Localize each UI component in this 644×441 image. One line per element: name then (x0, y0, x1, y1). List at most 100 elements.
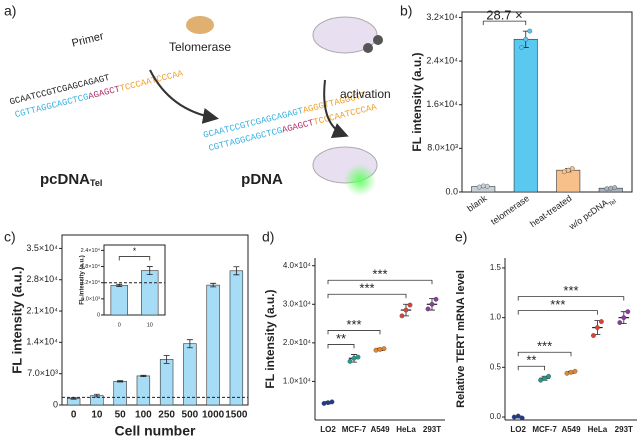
x-tick-label: LO2 (320, 425, 336, 434)
data-point (403, 307, 409, 313)
data-point (511, 414, 517, 420)
x-tick-label: MCF-7 (342, 425, 367, 434)
data-point (347, 358, 353, 364)
x-tick-label: 293T (423, 425, 441, 434)
data-point (515, 413, 521, 419)
panel-label: e) (455, 229, 467, 245)
significance-bracket (327, 330, 381, 335)
y-tick-label: 1.2×10⁴ (81, 279, 101, 286)
category: telomerase (489, 193, 531, 227)
significance-bracket (327, 279, 433, 285)
data-point (377, 347, 383, 352)
y-axis-label: FL intensity (a.u.) (410, 52, 424, 151)
data-point (591, 333, 596, 338)
panel-label: a) (4, 3, 16, 19)
subscript: Tel (90, 178, 102, 188)
x-tick-label: A549 (561, 425, 581, 434)
data-point (612, 185, 618, 191)
y-tick-label: 6.0×10³ (81, 296, 100, 302)
enzyme-label: Telomerase (169, 40, 231, 54)
significance-bracket (118, 256, 151, 261)
data-point (568, 369, 574, 375)
data-point (433, 296, 439, 302)
data-point (476, 184, 482, 190)
panel-label: b) (400, 3, 412, 19)
significance-label: * (133, 246, 137, 256)
error-bar (233, 266, 240, 276)
name: pcDNA (40, 171, 90, 188)
bar (141, 270, 159, 316)
x-axis-label: Cell number (115, 423, 196, 439)
x-tick-label: telomerase (489, 193, 531, 227)
enzyme-icon (186, 16, 214, 34)
data-point (565, 167, 571, 173)
significance-label: ** (336, 331, 346, 346)
y-tick-label: 0.5 (490, 362, 502, 371)
y-tick-label: 1.0×10⁴ (283, 377, 312, 386)
y-tick-label: 0.0 (490, 412, 502, 421)
x-tick-label: 10 (91, 410, 103, 421)
y-tick-label: 4.0×10⁴ (283, 261, 312, 270)
y-tick-label: 2.0×10⁴ (283, 338, 312, 347)
y-axis-label: FL intensity (a.u.) (80, 255, 86, 305)
data-point (599, 319, 604, 325)
substrate-duplex: GCAATCCGTCGAGCAGAGT CGTTAGGCAGCTCGAGAGCT… (9, 69, 185, 121)
error-bar (140, 374, 147, 377)
panel-a: a) GCAATCCGTCGAGCAGAGT CGTTAGGCAGCTCGAGA… (4, 3, 391, 196)
data-point (595, 325, 600, 330)
y-axis-label: Relative TERT mRNA level (455, 270, 467, 408)
data-point (569, 166, 575, 171)
data-point (484, 183, 490, 189)
category: blank (465, 193, 489, 214)
significance-bracket (517, 296, 625, 301)
error-bar (163, 354, 170, 364)
data-point (355, 354, 361, 360)
x-tick-label: 50 (115, 410, 127, 421)
data-point (561, 169, 567, 175)
data-point (329, 399, 335, 405)
data-point (519, 415, 525, 421)
data-point (407, 302, 413, 308)
data-point (546, 373, 551, 379)
plot-frame (461, 11, 633, 193)
quencher (363, 43, 373, 53)
data-point (480, 183, 486, 189)
x-tick-label: 10 (147, 322, 153, 328)
data-point (617, 320, 623, 326)
bar (229, 270, 244, 406)
significance-label: *** (346, 317, 361, 332)
y-tick-label: 2.4×10⁴ (426, 55, 458, 65)
data-point (429, 301, 435, 307)
data-point (321, 401, 327, 406)
y-tick-label: 3.0×10⁴ (283, 299, 312, 308)
x-tick-label: 293T (615, 425, 633, 434)
data-point (604, 186, 610, 192)
x-tick-label: 500 (182, 410, 199, 421)
x-tick-label: HeLa (588, 425, 608, 434)
error-bar (146, 266, 153, 276)
significance-bracket (517, 310, 598, 315)
error-bar (117, 380, 124, 383)
error-bar (116, 283, 123, 287)
panel-label: c) (4, 229, 16, 245)
data-point (542, 375, 547, 381)
y-tick-label: 3.5×10⁴ (26, 243, 58, 253)
significance-label: *** (563, 283, 578, 298)
x-tick-label: LO2 (510, 425, 526, 434)
bar (136, 375, 151, 406)
significance-bracket (327, 344, 355, 349)
panel-label: d) (262, 229, 274, 245)
y-tick-label: 2.1×10⁴ (26, 305, 58, 315)
bar (183, 343, 197, 406)
y-tick-label: 1.0 (490, 313, 502, 322)
significance-bracket (517, 365, 545, 371)
data-point (381, 346, 387, 352)
y-tick-label: 0 (53, 399, 58, 409)
significance-bracket (517, 351, 572, 357)
y-axis-label: FL intensity (a.u.) (263, 289, 277, 388)
bar (513, 38, 538, 193)
data-point (538, 377, 543, 383)
data-point (399, 313, 405, 319)
